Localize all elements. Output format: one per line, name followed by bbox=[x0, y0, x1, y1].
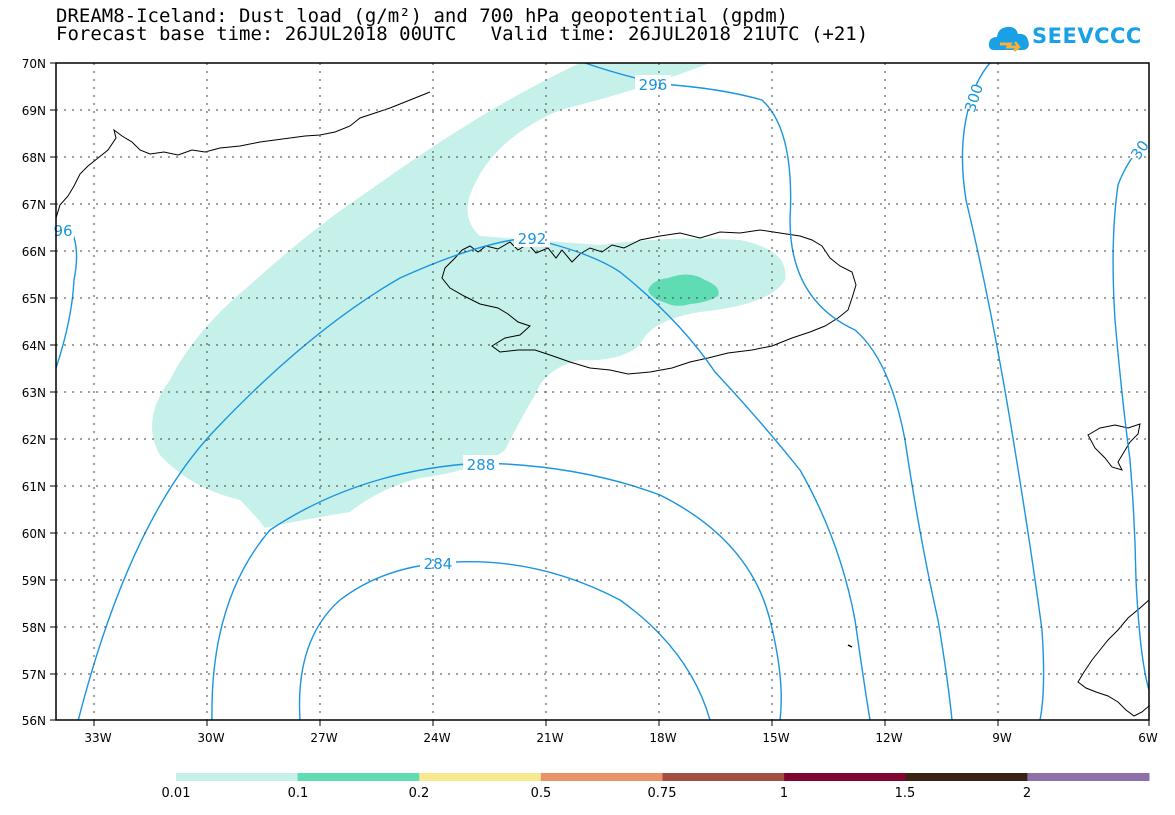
contour-300 bbox=[961, 63, 1045, 720]
dust-area-low bbox=[152, 63, 786, 528]
cloud-icon bbox=[988, 26, 1029, 52]
gridlines bbox=[56, 63, 1149, 720]
lat-label: 62N bbox=[22, 433, 46, 447]
contour-292 bbox=[77, 237, 871, 720]
lat-label: 63N bbox=[22, 386, 46, 400]
colorbar-label: 1 bbox=[780, 786, 788, 801]
colorbar-label: 0.1 bbox=[288, 786, 309, 801]
lon-label: 6W bbox=[1138, 731, 1158, 745]
contour-label: 292 bbox=[518, 230, 547, 248]
contour-288 bbox=[211, 462, 782, 720]
colorbar-label: 1.5 bbox=[895, 786, 916, 801]
contour-284 bbox=[298, 560, 711, 720]
contour-label: 284 bbox=[424, 555, 453, 573]
lon-label: 15W bbox=[762, 731, 789, 745]
lat-label: 68N bbox=[22, 151, 46, 165]
scotland-coastline bbox=[1077, 599, 1149, 717]
map-subtitle: Forecast base time: 26JUL2018 00UTC Vali… bbox=[56, 23, 869, 45]
contour-label: 296 bbox=[639, 76, 668, 94]
lat-label: 64N bbox=[22, 339, 46, 353]
seevccc-logo: SEEVCCC bbox=[988, 20, 1158, 56]
faroe-islands bbox=[1087, 423, 1141, 471]
contour-296 bbox=[584, 63, 953, 720]
colorbar-label: 0.5 bbox=[531, 786, 552, 801]
colorbar-swatch bbox=[784, 773, 907, 781]
colorbar-label: 0.2 bbox=[409, 786, 430, 801]
lat-label: 56N bbox=[22, 714, 46, 728]
lat-label: 57N bbox=[22, 668, 46, 682]
lat-label: 59N bbox=[22, 574, 46, 588]
colorbar-label: 0.75 bbox=[648, 786, 677, 801]
lat-label: 58N bbox=[22, 621, 46, 635]
axis-ticks bbox=[50, 62, 1150, 726]
colorbar-swatch bbox=[419, 773, 542, 781]
map-title: DREAM8-Iceland: Dust load (g/m²) and 700… bbox=[56, 5, 789, 27]
greenland-coastline bbox=[56, 91, 431, 219]
lon-label: 30W bbox=[197, 731, 224, 745]
lon-label: 9W bbox=[992, 731, 1012, 745]
iceland-coastline bbox=[441, 229, 857, 375]
contour-label: 96 bbox=[53, 222, 72, 240]
contour-296-west bbox=[56, 231, 78, 369]
lon-label: 18W bbox=[649, 731, 676, 745]
lat-label: 66N bbox=[22, 245, 46, 259]
colorbar-swatch bbox=[905, 773, 1028, 781]
lat-label: 60N bbox=[22, 527, 46, 541]
lon-label: 24W bbox=[423, 731, 450, 745]
colorbar-swatch bbox=[176, 773, 299, 781]
colorbar-label: 0.01 bbox=[162, 786, 191, 801]
lon-label: 33W bbox=[84, 731, 111, 745]
logo-text: SEEVCCC bbox=[1032, 24, 1142, 48]
colorbar-swatch bbox=[297, 773, 420, 781]
lat-label: 65N bbox=[22, 292, 46, 306]
lat-label: 61N bbox=[22, 480, 46, 494]
colorbar-swatch bbox=[1027, 773, 1150, 781]
colorbar bbox=[176, 773, 1150, 781]
lat-label: 67N bbox=[22, 198, 46, 212]
lon-label: 12W bbox=[875, 731, 902, 745]
contour-label: 288 bbox=[467, 456, 496, 474]
lon-label: 21W bbox=[536, 731, 563, 745]
lat-label: 69N bbox=[22, 104, 46, 118]
lon-label: 27W bbox=[310, 731, 337, 745]
lat-label: 70N bbox=[22, 57, 46, 71]
colorbar-swatch bbox=[662, 773, 785, 781]
colorbar-label: 2 bbox=[1023, 786, 1031, 801]
colorbar-swatch bbox=[540, 773, 663, 781]
contour-304 bbox=[1112, 137, 1149, 691]
